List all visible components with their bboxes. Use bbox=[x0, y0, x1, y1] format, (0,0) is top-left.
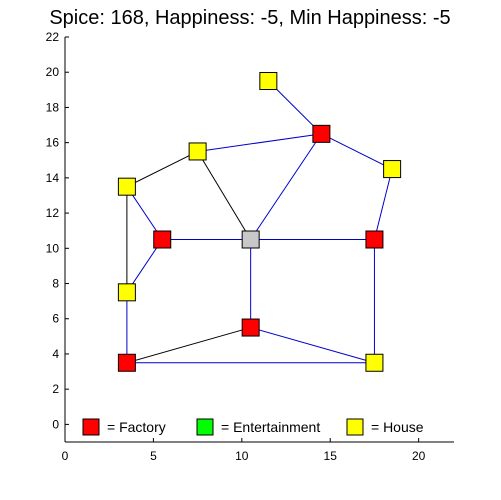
edge-h2-f1 bbox=[197, 133, 322, 152]
legend-swatch-factory bbox=[82, 418, 100, 436]
house-node bbox=[117, 283, 136, 302]
x-tick-label: 20 bbox=[412, 449, 426, 463]
legend-label-house: = House bbox=[371, 419, 424, 435]
factory-node bbox=[117, 353, 136, 372]
edge-h3-f3 bbox=[373, 168, 393, 240]
edge-h2-c1 bbox=[197, 151, 252, 240]
factory-node bbox=[241, 318, 260, 337]
legend-swatch-house bbox=[346, 418, 364, 436]
center-node bbox=[241, 230, 260, 249]
house-node bbox=[117, 177, 136, 196]
legend-label-factory: = Factory bbox=[107, 419, 166, 435]
y-tick-label: 18 bbox=[46, 100, 60, 114]
nodes bbox=[117, 72, 402, 372]
chart-title: Spice: 168, Happiness: -5, Min Happiness… bbox=[49, 7, 450, 29]
edge-f5-f4 bbox=[126, 327, 251, 364]
y-tick-label: 6 bbox=[52, 312, 59, 326]
edge-h4-h2 bbox=[126, 151, 198, 188]
edge-f1-c1 bbox=[250, 133, 322, 240]
y-tick-label: 8 bbox=[52, 277, 59, 291]
factory-node bbox=[153, 230, 172, 249]
house-node bbox=[188, 142, 207, 161]
y-tick-label: 12 bbox=[46, 206, 60, 220]
x-tick-label: 5 bbox=[150, 449, 157, 463]
y-tick-label: 14 bbox=[46, 171, 60, 185]
y-tick-label: 16 bbox=[46, 136, 60, 150]
y-tick-label: 0 bbox=[52, 417, 59, 431]
y-tick-label: 4 bbox=[52, 347, 59, 361]
legend: = Factory = Entertainment = House bbox=[82, 418, 424, 436]
y-tick-label: 20 bbox=[46, 65, 60, 79]
legend-label-entertainment: = Entertainment bbox=[221, 419, 320, 435]
y-tick-label: 22 bbox=[46, 30, 60, 44]
x-tick-label: 10 bbox=[235, 449, 249, 463]
x-tick-label: 15 bbox=[324, 449, 338, 463]
edge-f1-h3 bbox=[321, 133, 393, 170]
legend-swatch-entertainment bbox=[196, 418, 214, 436]
house-node bbox=[383, 160, 402, 179]
y-tick-label: 2 bbox=[52, 382, 59, 396]
axes: 0 2 4 6 8 10 12 14 16 18 20 22 0 5 10 15 20 bbox=[46, 30, 454, 463]
house-node bbox=[365, 353, 384, 372]
factory-node bbox=[365, 230, 384, 249]
y-tick-label: 10 bbox=[46, 241, 60, 255]
x-tick-label: 0 bbox=[62, 449, 69, 463]
edge-f4-h6 bbox=[250, 327, 375, 364]
house-node bbox=[259, 72, 278, 91]
factory-node bbox=[312, 124, 331, 143]
